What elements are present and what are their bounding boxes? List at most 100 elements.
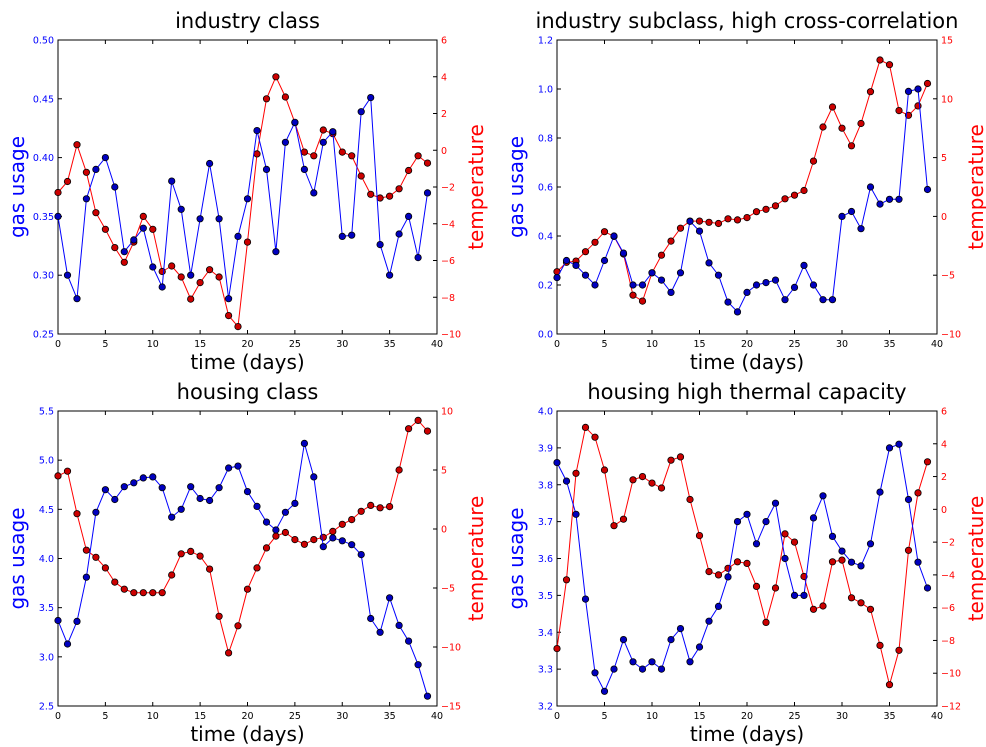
temperature-point bbox=[168, 262, 176, 270]
x-tick-label: 15 bbox=[693, 339, 705, 350]
right-tick-label: 2 bbox=[441, 109, 447, 120]
x-tick-label: 20 bbox=[241, 339, 253, 350]
temperature-point bbox=[196, 278, 204, 287]
gas-usage-point bbox=[581, 271, 590, 279]
temperature-point bbox=[357, 507, 365, 515]
temperature-point bbox=[895, 107, 903, 115]
gas-usage-point bbox=[762, 517, 770, 526]
temperature-point bbox=[781, 530, 789, 538]
temperature-point bbox=[866, 88, 875, 96]
x-tick-label: 35 bbox=[384, 711, 396, 722]
temperature-point bbox=[63, 177, 72, 186]
left-tick-label: 0.4 bbox=[538, 232, 553, 243]
temperature-point bbox=[638, 472, 647, 481]
gas-usage-point bbox=[414, 254, 422, 262]
x-tick-label: 20 bbox=[241, 711, 253, 722]
right-tick-label: 15 bbox=[941, 36, 953, 47]
gas-usage-point bbox=[215, 484, 223, 492]
temperature-point bbox=[752, 208, 761, 216]
temperature-point bbox=[385, 502, 394, 511]
temperature-point bbox=[695, 531, 704, 540]
right-tick-label: 6 bbox=[941, 407, 947, 418]
gas-usage-point bbox=[657, 276, 666, 284]
gas-usage-point bbox=[743, 510, 751, 518]
temperature-point bbox=[300, 148, 308, 156]
gas-usage-point bbox=[262, 165, 271, 173]
gas-usage-line bbox=[556, 443, 928, 693]
gas-usage-point bbox=[338, 232, 346, 240]
left-axis-label: gas usage bbox=[5, 507, 29, 609]
gas-usage-point bbox=[187, 483, 195, 491]
temperature-point bbox=[800, 186, 808, 195]
panel-housing-class: housing class time (days) gas usage temp… bbox=[5, 380, 488, 746]
left-tick-label: 0.6 bbox=[538, 183, 553, 194]
left-tick-label: 0.25 bbox=[33, 330, 54, 341]
temperature-point bbox=[73, 141, 81, 149]
temperature-point bbox=[724, 215, 732, 223]
temperature-line bbox=[57, 419, 428, 655]
gas-usage-point bbox=[724, 298, 732, 306]
temperature-point bbox=[600, 228, 609, 236]
gas-usage-point bbox=[724, 573, 732, 581]
gas-usage-point bbox=[196, 215, 204, 223]
gas-usage-point bbox=[809, 281, 818, 289]
left-tick-label: 0.50 bbox=[33, 36, 54, 47]
temperature-point bbox=[414, 416, 422, 424]
temperature-point bbox=[762, 618, 770, 627]
temperature-point bbox=[619, 515, 628, 523]
gas-usage-point bbox=[319, 543, 327, 551]
gas-usage-point bbox=[876, 488, 884, 496]
temperature-point bbox=[319, 126, 327, 134]
gas-usage-point bbox=[385, 594, 394, 602]
temperature-line bbox=[556, 59, 928, 302]
x-tick-label: 10 bbox=[646, 711, 658, 722]
left-tick-label: 0.2 bbox=[538, 281, 553, 292]
right-tick-label: 4 bbox=[441, 72, 447, 83]
gas-usage-point bbox=[234, 232, 242, 240]
gas-usage-point bbox=[139, 224, 147, 232]
temperature-point bbox=[743, 559, 751, 568]
gas-usage-point bbox=[215, 215, 223, 223]
gas-usage-point bbox=[338, 537, 346, 545]
right-tick-label: −10 bbox=[941, 330, 961, 341]
gas-usage-point bbox=[667, 635, 675, 644]
gas-usage-line bbox=[57, 96, 428, 299]
x-axis-label: time (days) bbox=[690, 722, 804, 746]
gas-usage-point bbox=[686, 658, 694, 666]
x-tick-label: 20 bbox=[741, 711, 753, 722]
temperature-point bbox=[385, 192, 394, 200]
gas-usage-point bbox=[111, 183, 119, 191]
temperature-point bbox=[310, 535, 318, 544]
temperature-point bbox=[225, 649, 233, 657]
gas-usage-point bbox=[177, 505, 185, 513]
left-axis-label: gas usage bbox=[504, 136, 528, 238]
temperature-point bbox=[423, 427, 432, 435]
gas-usage-point bbox=[63, 640, 72, 648]
gas-usage-point bbox=[923, 584, 932, 592]
temperature-point bbox=[914, 489, 922, 497]
temperature-point bbox=[676, 224, 685, 232]
temperature-point bbox=[111, 244, 119, 252]
temperature-point bbox=[828, 103, 837, 111]
temperature-point bbox=[329, 527, 337, 536]
right-tick-label: −10 bbox=[941, 669, 961, 680]
temperature-point bbox=[790, 191, 799, 199]
temperature-point bbox=[376, 504, 384, 512]
right-tick-label: −5 bbox=[941, 271, 955, 282]
gas-usage-point bbox=[63, 271, 72, 279]
gas-usage-point bbox=[168, 177, 176, 185]
gas-usage-point bbox=[914, 558, 922, 566]
panel-industry-class: industry class time (days) gas usage tem… bbox=[5, 9, 488, 374]
temperature-point bbox=[581, 248, 590, 256]
left-tick-label: 0.35 bbox=[33, 212, 54, 223]
left-tick-label: 3.8 bbox=[538, 480, 553, 491]
temperature-point bbox=[733, 216, 742, 224]
temperature-point bbox=[92, 209, 100, 217]
x-tick-label: 40 bbox=[431, 711, 443, 722]
gas-usage-point bbox=[790, 283, 799, 291]
temperature-point bbox=[790, 538, 799, 546]
temperature-point bbox=[376, 194, 384, 202]
gas-usage-point bbox=[885, 195, 894, 203]
gas-usage-point bbox=[348, 231, 356, 239]
